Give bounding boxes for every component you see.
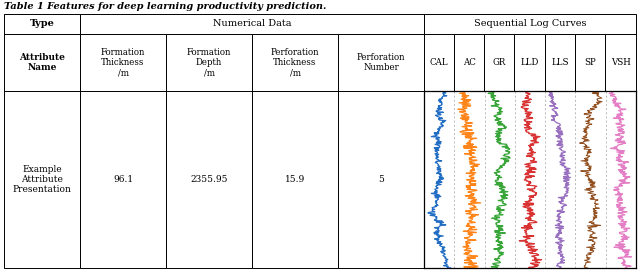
Bar — [166, 34, 252, 91]
Text: 5: 5 — [378, 175, 384, 184]
Text: CAL: CAL — [429, 58, 448, 67]
Text: 2355.95: 2355.95 — [190, 175, 228, 184]
Bar — [545, 91, 575, 268]
Bar — [454, 91, 484, 268]
Bar — [424, 34, 454, 91]
Bar — [454, 34, 484, 91]
Text: 96.1: 96.1 — [113, 175, 133, 184]
Text: GR: GR — [492, 58, 506, 67]
Text: Attribute
Name: Attribute Name — [19, 53, 65, 72]
Text: LLS: LLS — [551, 58, 569, 67]
Bar — [605, 34, 636, 91]
Text: Example
Attribute
Presentation: Example Attribute Presentation — [13, 165, 72, 194]
Bar — [424, 91, 454, 268]
Text: Type: Type — [29, 19, 54, 29]
Text: Sequential Log Curves: Sequential Log Curves — [474, 19, 586, 29]
Text: Numerical Data: Numerical Data — [212, 19, 291, 29]
Bar — [252, 91, 338, 268]
Bar — [338, 34, 424, 91]
Bar — [484, 34, 514, 91]
Bar — [424, 14, 636, 34]
Text: Table 1 Features for deep learning productivity prediction.: Table 1 Features for deep learning produ… — [4, 2, 326, 11]
Text: Formation
Depth
/m: Formation Depth /m — [187, 48, 231, 77]
Text: Formation
Thickness
/m: Formation Thickness /m — [101, 48, 145, 77]
Bar — [545, 34, 575, 91]
Bar — [80, 91, 166, 268]
Bar — [514, 34, 545, 91]
Bar — [4, 14, 80, 34]
Bar — [80, 14, 424, 34]
Bar — [484, 91, 514, 268]
Bar — [80, 34, 166, 91]
Text: LLD: LLD — [520, 58, 539, 67]
Text: VSH: VSH — [611, 58, 630, 67]
Bar — [4, 34, 80, 91]
Bar — [338, 91, 424, 268]
Bar — [575, 91, 605, 268]
Text: SP: SP — [584, 58, 596, 67]
Bar — [166, 91, 252, 268]
Text: Perforation
Number: Perforation Number — [356, 53, 405, 72]
Bar — [575, 34, 605, 91]
Bar — [252, 34, 338, 91]
Bar — [514, 91, 545, 268]
Text: AC: AC — [463, 58, 476, 67]
Bar — [605, 91, 636, 268]
Text: 15.9: 15.9 — [285, 175, 305, 184]
Text: Perforation
Thickness
/m: Perforation Thickness /m — [271, 48, 319, 77]
Bar — [4, 91, 80, 268]
